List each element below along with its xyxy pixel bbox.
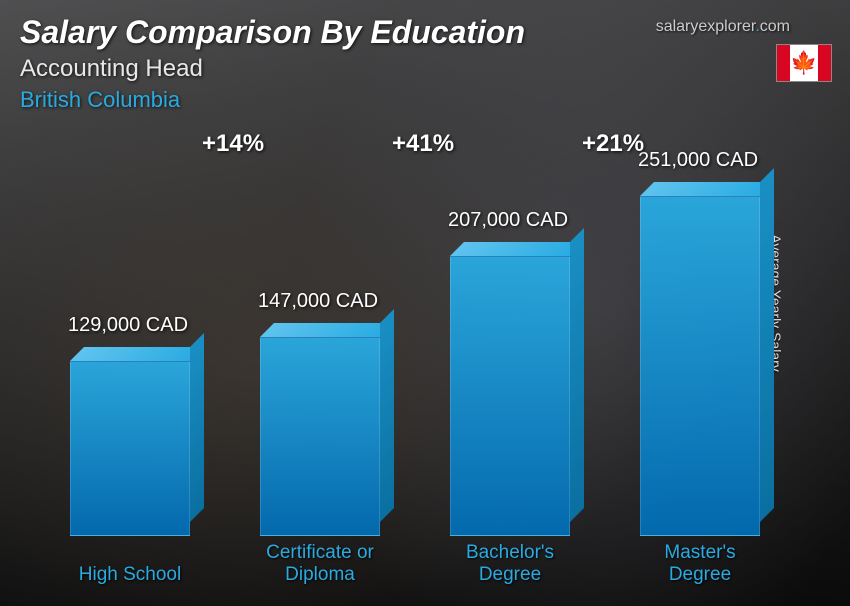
bar-value-label: 129,000 CAD xyxy=(38,314,218,337)
bar-label-line: Master's xyxy=(610,542,790,564)
bar-value-label: 207,000 CAD xyxy=(418,209,598,232)
watermark-post: com xyxy=(760,18,790,35)
bar-group: 129,000 CAD xyxy=(60,361,200,536)
bar-group: 251,000 CAD xyxy=(630,196,770,536)
increase-percent-label: +41% xyxy=(392,130,454,158)
bar-chart: 129,000 CAD High School 147,000 CAD Certifi… xyxy=(40,130,800,586)
bar-3d xyxy=(260,337,380,536)
bar-3d xyxy=(640,196,760,536)
bar-category-label: Bachelor'sDegree xyxy=(420,542,600,586)
watermark: salaryexplorer.com xyxy=(656,18,790,36)
bar-label-line: Diploma xyxy=(230,564,410,586)
bar-category-label: High School xyxy=(40,564,220,586)
bar-side xyxy=(190,333,204,522)
bar-side xyxy=(760,168,774,522)
bar-front xyxy=(70,361,190,536)
bar-label-line: Degree xyxy=(610,564,790,586)
bar-side xyxy=(570,228,584,522)
bar-label-line: Bachelor's xyxy=(420,542,600,564)
bar-top xyxy=(450,242,584,256)
flag-band-right xyxy=(818,45,831,81)
bar-front xyxy=(450,256,570,536)
watermark-pre: salaryexplorer xyxy=(656,18,756,35)
bar-label-line: Degree xyxy=(420,564,600,586)
bar-category-label: Master'sDegree xyxy=(610,542,790,586)
chart-subtitle: Accounting Head xyxy=(20,55,830,83)
bar-group: 147,000 CAD xyxy=(250,337,390,536)
chart-region: British Columbia xyxy=(20,87,830,113)
bar-top xyxy=(70,347,204,361)
flag-canada-icon: 🍁 xyxy=(776,44,832,82)
bar-3d xyxy=(70,361,190,536)
bar-front xyxy=(640,196,760,536)
flag-center: 🍁 xyxy=(790,45,817,81)
increase-percent-label: +21% xyxy=(582,130,644,158)
bar-side xyxy=(380,309,394,522)
flag-band-left xyxy=(777,45,790,81)
bar-category-label: Certificate orDiploma xyxy=(230,542,410,586)
increase-percent-label: +14% xyxy=(202,130,264,158)
bar-front xyxy=(260,337,380,536)
maple-leaf-icon: 🍁 xyxy=(790,52,817,74)
bar-group: 207,000 CAD xyxy=(440,256,580,536)
bar-top xyxy=(260,323,394,337)
bar-label-line: Certificate or xyxy=(230,542,410,564)
bar-label-line: High School xyxy=(40,564,220,586)
bar-3d xyxy=(450,256,570,536)
bar-top xyxy=(640,182,774,196)
bar-value-label: 147,000 CAD xyxy=(228,290,408,313)
